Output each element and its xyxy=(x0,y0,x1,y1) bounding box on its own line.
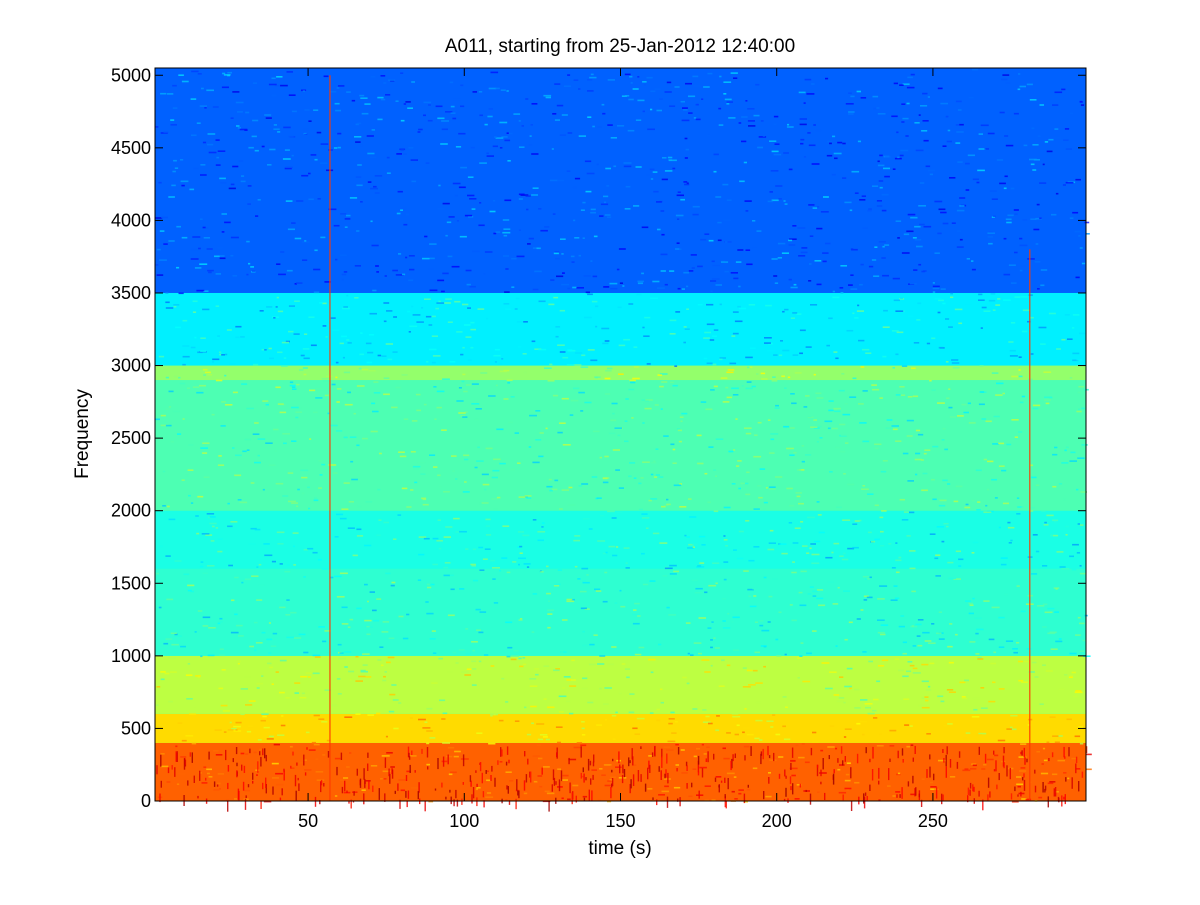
transient-lines xyxy=(329,75,1031,801)
y-tick-label: 5000 xyxy=(111,65,151,85)
y-tick-label: 2500 xyxy=(111,428,151,448)
x-tick-label: 200 xyxy=(762,811,792,831)
y-axis-ticks: 0 500 1000 1500 2000 2500 3000 3500 4000 4500 5000 xyxy=(111,65,1086,811)
frequency-band xyxy=(155,655,1086,714)
y-tick-label: 1500 xyxy=(111,573,151,593)
frequency-bands xyxy=(155,68,1086,801)
y-tick-label: 3000 xyxy=(111,356,151,376)
spectrogram-texture xyxy=(155,68,1092,812)
frequency-band xyxy=(155,380,1086,511)
y-tick-label: 4000 xyxy=(111,210,151,230)
x-axis-label: time (s) xyxy=(588,838,651,859)
x-tick-label: 50 xyxy=(298,811,318,831)
frequency-band xyxy=(155,292,1086,366)
y-tick-label: 0 xyxy=(141,791,151,811)
x-tick-label: 100 xyxy=(449,811,479,831)
y-tick-label: 500 xyxy=(121,718,151,738)
x-tick-label: 250 xyxy=(918,811,948,831)
frequency-band xyxy=(155,510,1086,569)
plot-area xyxy=(154,67,1092,812)
y-axis-label: Frequency xyxy=(72,389,93,479)
frequency-band xyxy=(155,742,1086,801)
frequency-band xyxy=(155,713,1086,743)
x-axis-ticks: 50 100 150 200 250 xyxy=(298,68,948,831)
frequency-band xyxy=(155,365,1086,381)
y-tick-label: 3500 xyxy=(111,283,151,303)
x-tick-label: 150 xyxy=(605,811,635,831)
y-tick-label: 4500 xyxy=(111,138,151,158)
frequency-band xyxy=(155,68,1086,293)
y-tick-label: 1000 xyxy=(111,646,151,666)
chart-title: A011, starting from 25-Jan-2012 12:40:00 xyxy=(445,36,795,57)
y-tick-label: 2000 xyxy=(111,501,151,521)
